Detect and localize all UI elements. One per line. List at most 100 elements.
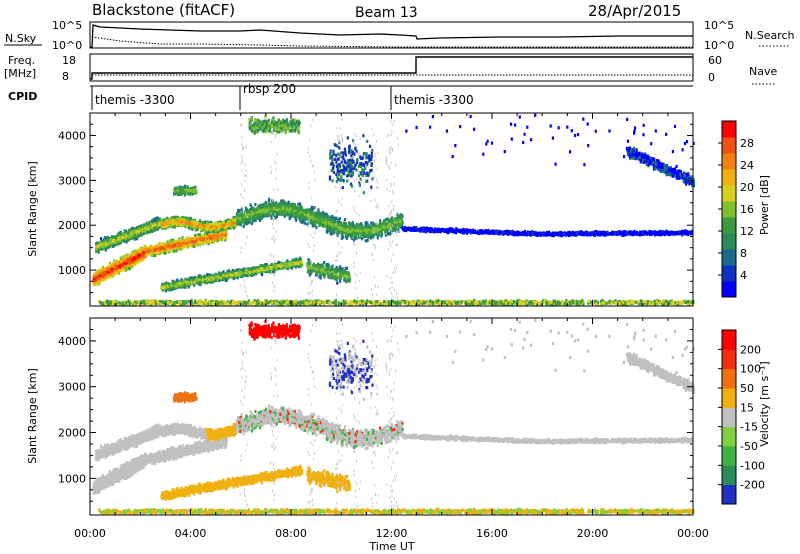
- power-cell: [294, 216, 297, 220]
- power-cell: [234, 222, 237, 226]
- power-cell: [214, 233, 217, 238]
- power-cell: [150, 251, 154, 255]
- power-cell: [151, 253, 154, 257]
- power-cell: [233, 226, 236, 230]
- power-cell: [96, 277, 99, 281]
- power-cell: [199, 219, 202, 223]
- power-cell: [101, 245, 104, 249]
- power-cell: [204, 223, 208, 227]
- power-cell: [148, 230, 151, 234]
- power-cell: [198, 243, 201, 247]
- power-cell: [128, 262, 131, 266]
- power-cell: [118, 271, 121, 275]
- power-cell: [142, 223, 145, 227]
- power-cell: [205, 227, 208, 231]
- power-cell: [183, 241, 186, 245]
- power-cell: [175, 249, 178, 253]
- power-cell: [128, 267, 131, 271]
- power-cell: [191, 239, 194, 243]
- power-cell: [377, 233, 381, 237]
- power-cell: [185, 241, 188, 245]
- power-cell: [197, 240, 200, 244]
- power-cell: [105, 267, 108, 271]
- power-cell: [142, 232, 145, 236]
- power-cell: [103, 239, 106, 243]
- power-cell: [152, 223, 155, 227]
- power-cell: [202, 227, 205, 231]
- power-cell: [146, 231, 149, 235]
- power-cell: [217, 227, 220, 231]
- power-cell: [179, 243, 182, 247]
- power-cell: [163, 251, 166, 255]
- power-cell: [143, 245, 147, 249]
- power-cell: [227, 223, 230, 227]
- power-cell: [156, 250, 159, 255]
- power-cell: [101, 242, 104, 247]
- power-cell: [182, 222, 185, 226]
- power-cell: [156, 218, 160, 222]
- power-cell: [168, 217, 171, 221]
- power-cell: [336, 233, 339, 237]
- power-cell: [399, 225, 402, 229]
- power-cell: [210, 225, 213, 229]
- power-cell: [230, 222, 233, 226]
- power-cell: [127, 254, 130, 258]
- power-cell: [223, 231, 226, 235]
- power-cell: [171, 218, 174, 222]
- power-cell: [182, 243, 185, 248]
- power-cell: [250, 216, 253, 220]
- power-cell: [162, 246, 165, 250]
- nsearch-label: N.Search: [745, 29, 795, 42]
- power-cell: [143, 248, 146, 252]
- power-cell: [155, 226, 158, 230]
- power-cell: [225, 231, 228, 235]
- nsky-tick-bottom: 10^0: [52, 39, 82, 52]
- power-cell: [212, 230, 215, 234]
- power-cell: [131, 251, 134, 255]
- power-cell: [139, 255, 142, 259]
- power-cell: [230, 219, 233, 223]
- power-cell: [113, 266, 116, 270]
- power-cell: [196, 233, 199, 237]
- power-cell: [121, 263, 124, 267]
- power-cell: [98, 270, 101, 274]
- power-cell: [193, 244, 196, 249]
- power-cell: [146, 253, 149, 257]
- power-cell: [217, 239, 220, 243]
- power-cell: [191, 226, 194, 230]
- power-cell: [158, 222, 161, 226]
- power-cell: [198, 225, 201, 229]
- power-cell: [214, 228, 217, 232]
- power-cell: [139, 259, 142, 263]
- power-cell: [130, 236, 133, 240]
- freq-tick-bottom: 8: [62, 70, 69, 83]
- power-cell: [93, 273, 96, 277]
- power-cell: [195, 221, 199, 226]
- power-cell: [364, 239, 367, 243]
- power-cell: [221, 238, 224, 242]
- power-cell: [213, 226, 216, 230]
- power-cell: [129, 253, 132, 258]
- power-cell: [119, 235, 123, 239]
- power-cell: [104, 275, 107, 279]
- power-cell: [104, 244, 107, 248]
- power-cell: [187, 221, 191, 225]
- power-cell: [148, 248, 151, 252]
- power-cell: [180, 240, 184, 244]
- power-cell: [114, 270, 117, 274]
- power-cell: [213, 224, 216, 228]
- power-cell: [109, 238, 112, 242]
- power-cell: [228, 225, 231, 229]
- power-cell: [95, 241, 98, 245]
- power-cell: [117, 241, 120, 246]
- power-cell: [179, 241, 182, 245]
- power-cell: [103, 273, 106, 277]
- power-cell: [355, 236, 358, 240]
- power-cell: [311, 222, 314, 226]
- power-cell: [190, 225, 193, 229]
- power-cell: [394, 229, 397, 233]
- power-cell: [162, 243, 166, 247]
- power-cell: [156, 248, 159, 252]
- power-cell: [185, 239, 188, 243]
- power-cell: [216, 221, 219, 225]
